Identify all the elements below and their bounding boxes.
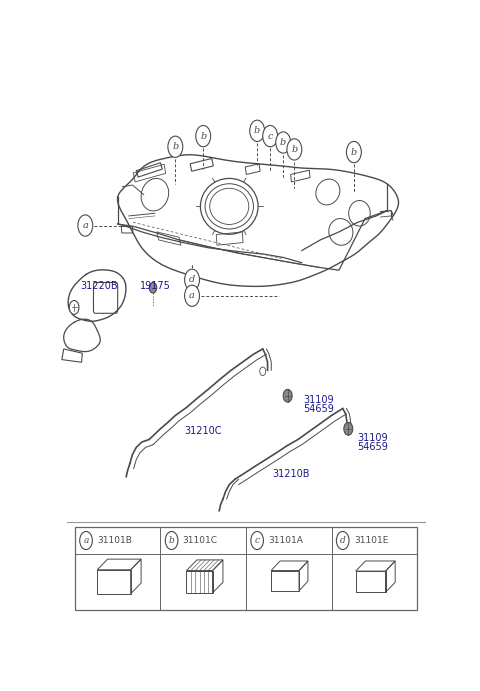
Text: b: b xyxy=(172,142,179,151)
Circle shape xyxy=(283,390,292,402)
Text: 54659: 54659 xyxy=(304,404,335,413)
Text: a: a xyxy=(84,536,89,545)
Circle shape xyxy=(69,301,79,314)
Circle shape xyxy=(250,120,264,142)
Text: d: d xyxy=(189,275,195,284)
Text: 31210B: 31210B xyxy=(272,469,310,479)
Text: 31210C: 31210C xyxy=(185,426,222,437)
Text: 31220B: 31220B xyxy=(81,281,118,291)
Text: a: a xyxy=(83,221,88,230)
Circle shape xyxy=(336,531,349,549)
Circle shape xyxy=(263,126,277,146)
Circle shape xyxy=(347,142,361,162)
Text: d: d xyxy=(340,536,346,545)
Circle shape xyxy=(165,531,178,549)
Circle shape xyxy=(149,283,156,293)
Text: b: b xyxy=(254,126,260,135)
Circle shape xyxy=(251,531,264,549)
Text: c: c xyxy=(267,131,273,141)
Text: b: b xyxy=(291,145,298,154)
Text: c: c xyxy=(255,536,260,545)
Circle shape xyxy=(168,136,183,158)
Circle shape xyxy=(344,422,353,435)
Text: 31101A: 31101A xyxy=(268,536,303,545)
Text: 31101E: 31101E xyxy=(354,536,388,545)
Circle shape xyxy=(287,139,302,160)
Bar xyxy=(75,527,417,609)
Circle shape xyxy=(80,531,92,549)
Circle shape xyxy=(78,215,93,236)
Text: 19175: 19175 xyxy=(140,281,171,291)
Circle shape xyxy=(276,132,290,153)
Text: 31109: 31109 xyxy=(304,395,334,404)
Circle shape xyxy=(196,126,211,146)
Text: b: b xyxy=(169,536,174,545)
Circle shape xyxy=(185,285,200,306)
Circle shape xyxy=(185,269,200,290)
Text: b: b xyxy=(351,148,357,157)
Text: b: b xyxy=(200,131,206,141)
Text: 54659: 54659 xyxy=(358,442,388,453)
Text: 31109: 31109 xyxy=(358,433,388,444)
Text: a: a xyxy=(189,291,195,301)
Text: 31101B: 31101B xyxy=(97,536,132,545)
Text: b: b xyxy=(280,138,287,147)
Text: 31101C: 31101C xyxy=(183,536,218,545)
